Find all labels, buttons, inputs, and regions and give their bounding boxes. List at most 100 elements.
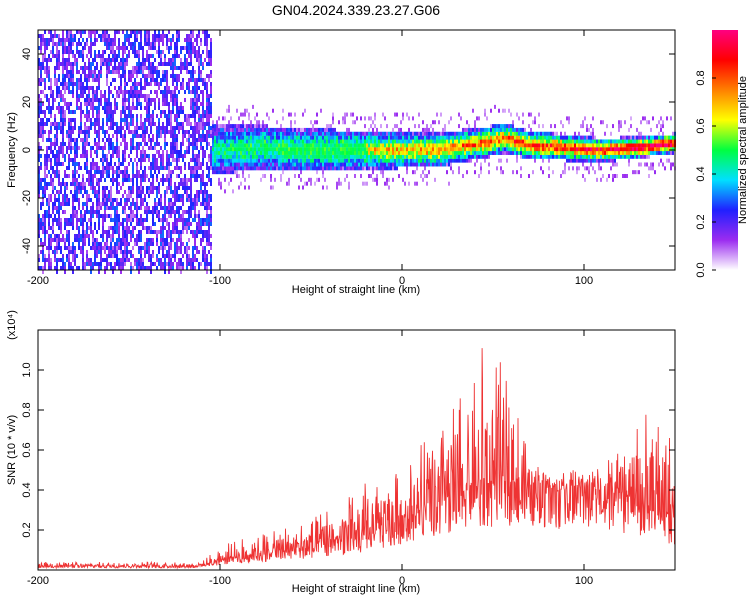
spectrogram-cell — [190, 214, 192, 218]
spectrogram-cell — [118, 190, 120, 194]
spectrogram-cell — [54, 218, 56, 222]
spectrogram-cell — [364, 116, 366, 121]
spectrogram-cell — [364, 162, 366, 167]
spectrogram-cell — [184, 178, 186, 182]
spectrogram-cell — [74, 150, 76, 154]
spectrogram-cell — [94, 98, 96, 102]
spectrogram-cell — [338, 135, 340, 140]
spectrogram-cell — [72, 90, 74, 94]
spectrogram-cell — [204, 114, 206, 118]
spectrogram-cell — [88, 70, 90, 74]
spectrogram-cell — [126, 250, 128, 254]
spectrogram-cell — [176, 82, 178, 86]
spectrogram-cell — [82, 54, 84, 62]
spectrogram-cell — [94, 142, 96, 146]
spectrogram-cell — [94, 38, 96, 42]
spectrogram-cell — [536, 150, 538, 155]
spectrogram-cell — [214, 166, 216, 171]
spectrogram-cell — [380, 124, 382, 129]
spectrogram-cell — [294, 174, 296, 178]
spectrogram-cell — [170, 258, 172, 262]
spectrogram-cell — [118, 150, 120, 158]
spectrogram-cell — [280, 162, 282, 167]
spectrogram-cell — [444, 154, 446, 159]
spectrogram-cell — [504, 131, 506, 136]
spectrogram-cell — [566, 143, 568, 148]
spectrogram-cell — [404, 150, 406, 155]
spectrogram-cell — [60, 230, 62, 234]
spectrogram-cell — [194, 142, 196, 146]
spectrogram-cell — [172, 206, 174, 210]
spectrogram-cell — [254, 124, 256, 129]
spectrogram-cell — [204, 186, 206, 190]
spectrogram-cell — [168, 30, 170, 34]
spectrogram-cell — [156, 50, 158, 54]
spectrogram-cell — [178, 150, 180, 158]
spectrogram-cell — [228, 124, 230, 129]
spectrogram-cell — [274, 131, 276, 136]
spectrogram-cell — [208, 110, 210, 114]
spectrogram-cell — [492, 124, 494, 129]
spectrogram-cell — [320, 162, 322, 167]
spectrogram-cell — [130, 158, 132, 162]
spectrogram-cell — [122, 162, 124, 166]
spectrogram-cell — [274, 150, 276, 155]
spectrogram-cell — [230, 150, 232, 155]
spectrogram-cell — [536, 131, 538, 136]
spectrogram-cell — [468, 154, 470, 159]
spectrogram-cell — [110, 234, 112, 242]
spectrogram-cell — [556, 135, 558, 140]
spectrogram-cell — [66, 34, 68, 38]
spectrogram-cell — [136, 214, 138, 218]
spectrogram-cell — [188, 198, 190, 202]
spectrogram-cell — [86, 86, 88, 90]
spectrogram-cell — [206, 98, 208, 102]
spectrogram-cell — [88, 226, 90, 230]
spectrogram-cell — [546, 150, 548, 155]
spectrogram-cell — [342, 147, 344, 152]
spectrogram-cell — [222, 143, 224, 148]
spectrogram-cell — [286, 131, 288, 136]
spectrogram-cell — [356, 147, 358, 152]
spectrogram-cell — [92, 262, 94, 266]
spectrogram-cell — [148, 238, 150, 242]
spectrogram-cell — [484, 135, 486, 140]
spectrogram-cell — [56, 206, 58, 210]
spectrogram-cell — [496, 143, 498, 148]
spectrogram-cell — [136, 90, 138, 94]
spectrogram-cell — [68, 70, 70, 74]
spectrogram-cell — [384, 162, 386, 167]
spectrogram-cell — [352, 120, 354, 125]
spectrogram-cell — [242, 143, 244, 148]
spectrogram-cell — [442, 143, 444, 148]
spectrogram-cell — [102, 138, 104, 142]
spectrogram-cell — [210, 234, 212, 238]
spectrogram-cell — [98, 246, 100, 250]
spectrogram-cell — [250, 154, 252, 159]
spectrogram-cell — [338, 166, 340, 171]
spectrogram-cell — [124, 134, 126, 138]
spectrogram-cell — [486, 150, 488, 155]
spectrogram-cell — [436, 154, 438, 159]
spectrogram-cell — [362, 162, 364, 167]
spectrogram-cell — [342, 135, 344, 140]
spectrogram-cell — [174, 150, 176, 154]
spectrogram-cell — [196, 250, 198, 254]
spectrogram-cell — [90, 98, 92, 102]
spectrogram-cell — [138, 102, 140, 106]
spectrogram-cell — [360, 135, 362, 140]
spectrogram-cell — [334, 143, 336, 148]
spectrogram-cell — [452, 154, 454, 159]
spectrogram-cell — [206, 258, 208, 266]
spectrogram-cell — [52, 122, 54, 126]
spectrogram-cell — [58, 218, 60, 226]
spectrogram-cell — [326, 166, 328, 171]
spectrogram-cell — [46, 246, 48, 250]
spectrogram-cell — [292, 150, 294, 155]
spectrogram-cell — [222, 150, 224, 155]
spectrogram-cell — [326, 127, 328, 132]
spectrogram-cell — [60, 162, 62, 166]
spectrogram-cell — [288, 150, 290, 155]
spectrogram-cell — [110, 90, 112, 94]
spectrogram-cell — [314, 135, 316, 140]
